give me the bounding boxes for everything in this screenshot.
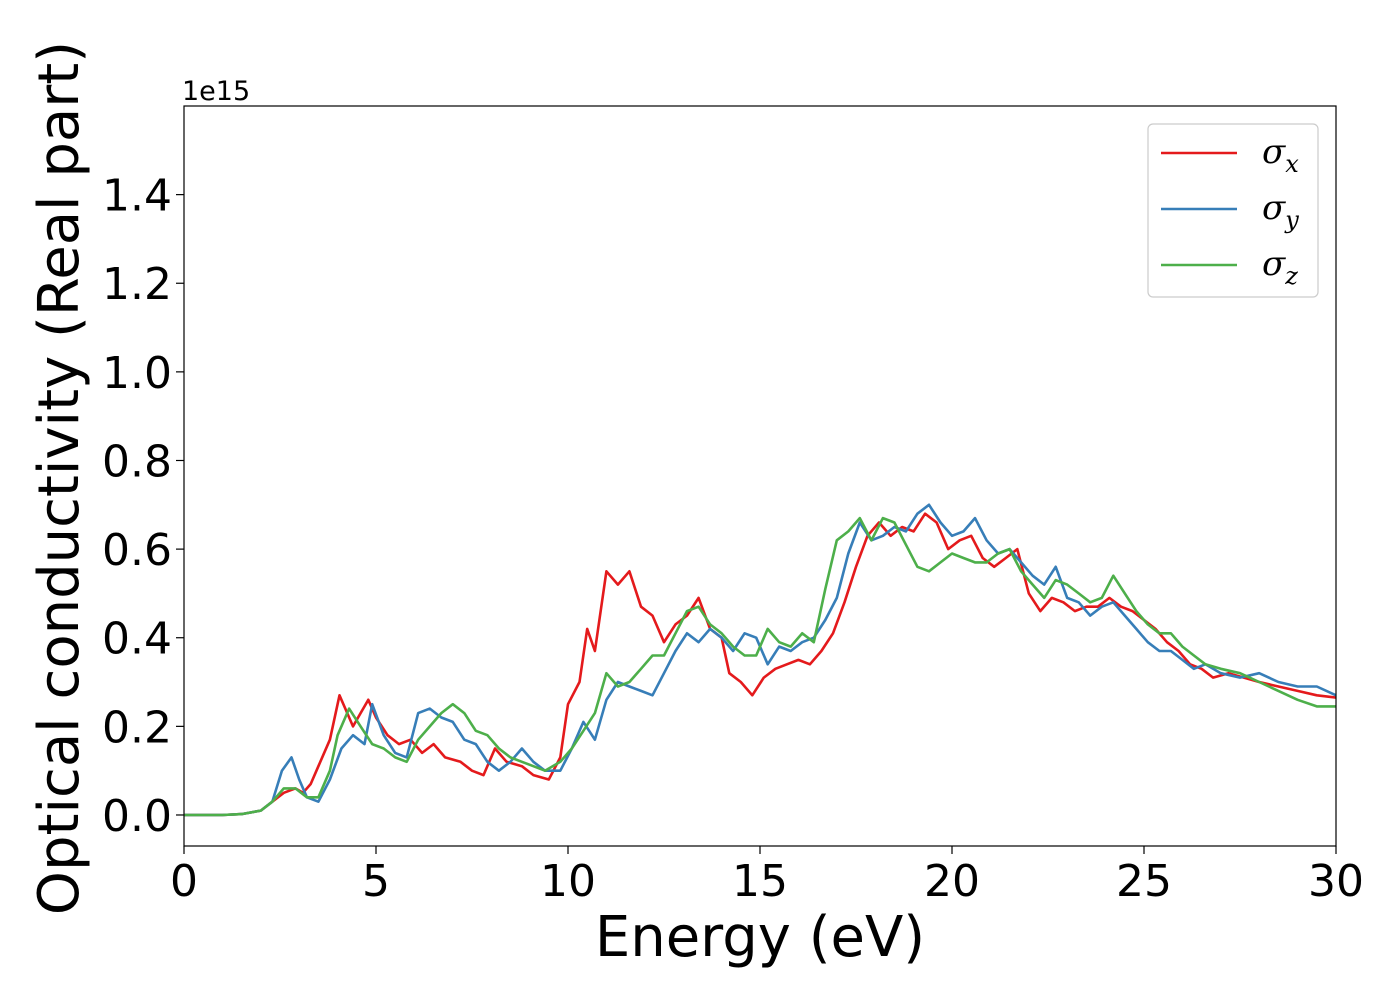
- x-axis-label: Energy (eV): [595, 905, 925, 970]
- series-line-y: [184, 503, 1336, 817]
- y-tick-label: 0.6: [102, 525, 172, 576]
- y-tick-label: 1.0: [102, 348, 172, 399]
- legend-label-z: σz: [1262, 244, 1298, 290]
- x-tick-label: 25: [1116, 856, 1172, 907]
- y-tick-label: 0.8: [102, 436, 172, 487]
- legend: σx σy σz: [1147, 123, 1319, 298]
- y-tick-label: 1.2: [102, 259, 172, 310]
- series-line-x: [184, 512, 1336, 817]
- legend-box: [1147, 123, 1319, 298]
- series-line-z: [184, 516, 1336, 817]
- x-tick-label: 10: [540, 856, 596, 907]
- y-axis: 0.0 0.2 0.4 0.6 0.8 1.0 1.2 1.4: [102, 171, 184, 842]
- series-layer: [184, 503, 1336, 817]
- y-tick-label: 1.4: [102, 171, 172, 222]
- x-tick-label: 5: [362, 856, 390, 907]
- x-tick-label: 20: [924, 856, 980, 907]
- legend-label-x: σx: [1262, 132, 1299, 178]
- x-tick-label: 15: [732, 856, 788, 907]
- y-tick-label: 0.4: [102, 614, 172, 665]
- legend-label-y: σy: [1262, 188, 1299, 234]
- y-tick-label: 0.0: [102, 791, 172, 842]
- y-tick-label: 0.2: [102, 702, 172, 753]
- x-axis: 0 5 10 15 20 25 30: [170, 846, 1364, 907]
- x-tick-label: 0: [170, 856, 198, 907]
- y-axis-label: Optical conductivity (Real part): [27, 41, 92, 915]
- y-offset-label: 1e15: [182, 76, 250, 107]
- x-tick-label: 30: [1308, 856, 1364, 907]
